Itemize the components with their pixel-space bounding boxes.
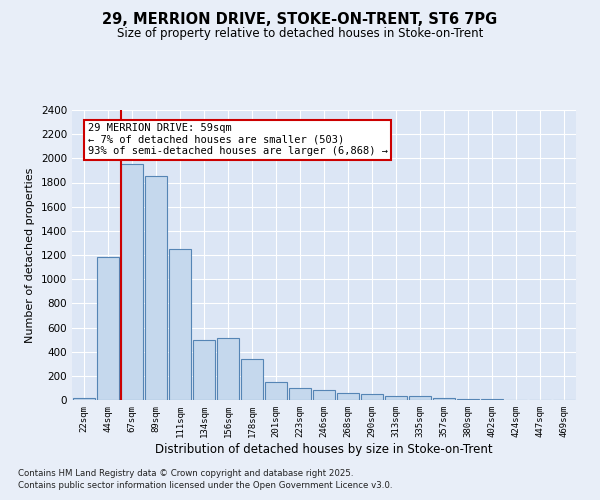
- Bar: [409, 396, 431, 400]
- Text: Contains public sector information licensed under the Open Government Licence v3: Contains public sector information licen…: [18, 481, 392, 490]
- Bar: [73, 398, 95, 400]
- Bar: [289, 388, 311, 400]
- Text: 29, MERRION DRIVE, STOKE-ON-TRENT, ST6 7PG: 29, MERRION DRIVE, STOKE-ON-TRENT, ST6 7…: [103, 12, 497, 28]
- Text: Size of property relative to detached houses in Stoke-on-Trent: Size of property relative to detached ho…: [117, 28, 483, 40]
- Bar: [433, 398, 455, 400]
- Text: Contains HM Land Registry data © Crown copyright and database right 2025.: Contains HM Land Registry data © Crown c…: [18, 468, 353, 477]
- Bar: [265, 382, 287, 400]
- Bar: [385, 396, 407, 400]
- X-axis label: Distribution of detached houses by size in Stoke-on-Trent: Distribution of detached houses by size …: [155, 442, 493, 456]
- Bar: [337, 393, 359, 400]
- Bar: [313, 390, 335, 400]
- Bar: [193, 340, 215, 400]
- Bar: [169, 249, 191, 400]
- Bar: [457, 399, 479, 400]
- Y-axis label: Number of detached properties: Number of detached properties: [25, 168, 35, 342]
- Bar: [241, 359, 263, 400]
- Text: 29 MERRION DRIVE: 59sqm
← 7% of detached houses are smaller (503)
93% of semi-de: 29 MERRION DRIVE: 59sqm ← 7% of detached…: [88, 124, 388, 156]
- Bar: [217, 338, 239, 400]
- Bar: [145, 176, 167, 400]
- Bar: [97, 258, 119, 400]
- Bar: [121, 164, 143, 400]
- Bar: [361, 394, 383, 400]
